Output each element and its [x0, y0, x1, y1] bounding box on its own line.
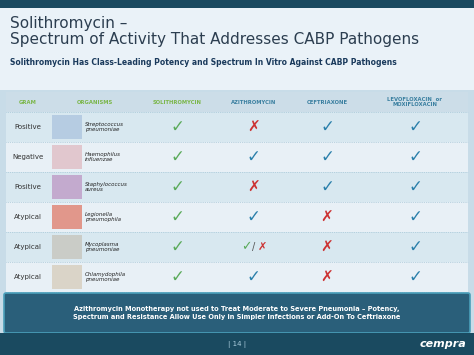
- Text: Haemophilus
influenzae: Haemophilus influenzae: [85, 152, 121, 162]
- Text: Atypical: Atypical: [14, 214, 42, 220]
- Text: ✓: ✓: [171, 238, 184, 256]
- Text: ✓: ✓: [246, 268, 260, 286]
- Text: ✓: ✓: [320, 118, 334, 136]
- Text: ✗: ✗: [320, 269, 333, 284]
- Bar: [6, 202, 468, 232]
- Bar: [6, 112, 468, 142]
- Bar: [52, 265, 82, 289]
- Text: SOLITHROMYCIN: SOLITHROMYCIN: [153, 99, 202, 104]
- Text: ✓: ✓: [408, 238, 422, 256]
- Text: Positive: Positive: [15, 124, 41, 130]
- Text: Solithromycin Has Class-Leading Potency and Spectrum In Vitro Against CABP Patho: Solithromycin Has Class-Leading Potency …: [10, 58, 397, 67]
- Bar: [52, 145, 82, 169]
- Bar: [52, 115, 82, 139]
- Text: ✓: ✓: [171, 178, 184, 196]
- Text: | 14 |: | 14 |: [228, 340, 246, 348]
- Bar: [52, 205, 82, 229]
- Text: ✓: ✓: [320, 148, 334, 166]
- Text: GRAM: GRAM: [19, 99, 37, 104]
- Text: ✓: ✓: [408, 148, 422, 166]
- Text: Legionella
pneumophila: Legionella pneumophila: [85, 212, 121, 222]
- Text: ✓: ✓: [408, 178, 422, 196]
- Text: ORGANISMS: ORGANISMS: [77, 99, 113, 104]
- Bar: [6, 232, 468, 262]
- Text: Atypical: Atypical: [14, 274, 42, 280]
- Text: ✓: ✓: [171, 208, 184, 226]
- Text: ✗: ✗: [320, 209, 333, 224]
- Text: ✓: ✓: [171, 268, 184, 286]
- Text: Negative: Negative: [12, 154, 44, 160]
- FancyBboxPatch shape: [4, 293, 470, 333]
- Bar: [52, 235, 82, 259]
- Text: CEFTRIAXONE: CEFTRIAXONE: [306, 99, 347, 104]
- Text: ✓: ✓: [171, 148, 184, 166]
- Text: Staphylococcus
aureus: Staphylococcus aureus: [85, 182, 128, 192]
- Bar: [6, 142, 468, 172]
- Text: ✓: ✓: [246, 148, 260, 166]
- Text: ✓: ✓: [408, 118, 422, 136]
- Text: ✗: ✗: [247, 180, 260, 195]
- Text: Atypical: Atypical: [14, 244, 42, 250]
- Text: ✓: ✓: [408, 208, 422, 226]
- Bar: [6, 172, 468, 202]
- Bar: [52, 175, 82, 199]
- Text: Solithromycin –: Solithromycin –: [10, 16, 128, 31]
- Text: LEVOFLOXACIN  or
MOXIFLOXACIN: LEVOFLOXACIN or MOXIFLOXACIN: [388, 97, 443, 108]
- Text: Chlamydophila
pneumoniae: Chlamydophila pneumoniae: [85, 272, 126, 282]
- Text: Streptococcus
pneumoniae: Streptococcus pneumoniae: [85, 122, 124, 132]
- Text: Mycoplasma
pneumoniae: Mycoplasma pneumoniae: [85, 242, 119, 252]
- Bar: [6, 92, 468, 112]
- Bar: [6, 262, 468, 292]
- Text: Positive: Positive: [15, 184, 41, 190]
- Text: ✓: ✓: [241, 240, 252, 253]
- Text: Azithromycin Monotherapy not used to Treat Moderate to Severe Pneumonia – Potenc: Azithromycin Monotherapy not used to Tre…: [73, 306, 401, 320]
- Text: /: /: [252, 242, 255, 252]
- Text: ✗: ✗: [257, 242, 267, 252]
- Text: AZITHROMYCIN: AZITHROMYCIN: [231, 99, 276, 104]
- Text: ✓: ✓: [320, 178, 334, 196]
- Text: ✗: ✗: [320, 240, 333, 255]
- Bar: [0, 333, 474, 355]
- Text: cempra: cempra: [419, 339, 466, 349]
- Text: ✓: ✓: [246, 208, 260, 226]
- Text: ✓: ✓: [171, 118, 184, 136]
- Text: ✓: ✓: [408, 268, 422, 286]
- Text: ✗: ✗: [247, 120, 260, 135]
- Bar: [0, 8, 474, 90]
- Bar: [0, 0, 474, 8]
- Text: Spectrum of Activity That Addresses CABP Pathogens: Spectrum of Activity That Addresses CABP…: [10, 32, 419, 47]
